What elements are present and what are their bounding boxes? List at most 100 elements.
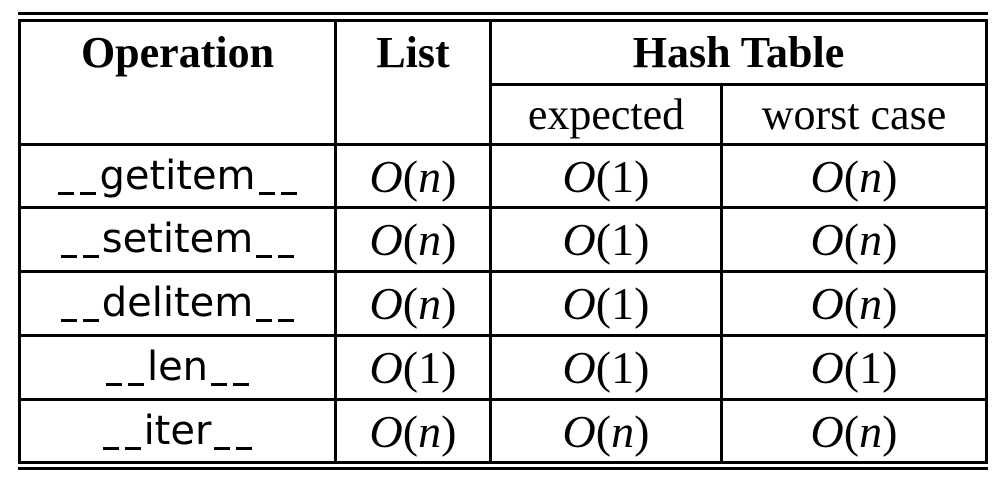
underscore (127, 383, 144, 386)
underscore (60, 255, 77, 258)
close-paren: ) (441, 150, 457, 202)
complexity-argument: 1 (611, 341, 635, 393)
underscore (211, 383, 228, 386)
underscore (258, 192, 275, 195)
underscore (256, 255, 273, 258)
close-paren: ) (634, 150, 650, 202)
expected-complexity-cell: O(1) (492, 337, 720, 397)
expected-complexity-cell: O(1) (492, 273, 720, 333)
header-bottom-rule (18, 143, 988, 146)
trailing-underscores (211, 408, 255, 454)
bottom-rule-inner (18, 461, 988, 464)
complexity-argument: n (859, 405, 883, 457)
underscore (236, 447, 253, 450)
open-paren: ( (595, 150, 612, 202)
operation-name: setitem (101, 216, 254, 262)
big-o-symbol: O (562, 150, 596, 202)
list-complexity-cell: O(n) (337, 401, 489, 461)
complexity-argument: n (418, 277, 442, 329)
expected-complexity-cell: O(1) (492, 146, 720, 206)
header-hash-table: Hash Table (632, 28, 845, 77)
big-o-symbol: O (369, 405, 403, 457)
close-paren: ) (882, 341, 898, 393)
list-complexity-cell: O(1) (337, 337, 489, 397)
underscore (280, 192, 297, 195)
underscore (124, 447, 141, 450)
big-o-symbol: O (562, 341, 596, 393)
list-complexity-cell: O(n) (337, 209, 489, 269)
close-paren: ) (441, 277, 457, 329)
operation-cell: iter (21, 401, 334, 461)
row-rule-3 (18, 334, 988, 337)
leading-underscores (58, 280, 102, 326)
complexity-argument: 1 (611, 213, 635, 265)
open-paren: ( (595, 341, 612, 393)
close-paren: ) (882, 213, 898, 265)
bottom-rule-outer (18, 467, 988, 470)
close-paren: ) (441, 341, 457, 393)
list-complexity-cell: O(n) (337, 273, 489, 333)
big-o-symbol: O (562, 277, 596, 329)
worst-complexity-cell: O(1) (723, 337, 985, 397)
complexity-argument: n (859, 277, 883, 329)
operation-name: iter (143, 408, 212, 454)
big-o-symbol: O (562, 213, 596, 265)
operation-name: len (146, 344, 209, 390)
operation-cell: setitem (21, 209, 334, 269)
underscore (214, 447, 231, 450)
big-o-symbol: O (810, 405, 844, 457)
leading-underscores (55, 153, 99, 199)
complexity-argument: 1 (859, 341, 883, 393)
big-o-symbol: O (810, 277, 844, 329)
open-paren: ( (843, 405, 860, 457)
top-rule-outer (18, 12, 988, 15)
header-list: List (376, 27, 450, 77)
open-paren: ( (402, 405, 419, 457)
open-paren: ( (402, 277, 419, 329)
big-o-symbol: O (369, 277, 403, 329)
operation-cell: delitem (21, 273, 334, 333)
open-paren: ( (843, 341, 860, 393)
complexity-argument: n (418, 213, 442, 265)
open-paren: ( (402, 150, 419, 202)
open-paren: ( (843, 277, 860, 329)
leading-underscores (58, 216, 102, 262)
open-paren: ( (402, 341, 419, 393)
operation-name: getitem (99, 153, 256, 199)
close-paren: ) (441, 213, 457, 265)
underscore (58, 192, 75, 195)
list-complexity-cell: O(n) (337, 146, 489, 206)
complexity-argument: 1 (418, 341, 442, 393)
close-paren: ) (882, 277, 898, 329)
underscore (278, 255, 295, 258)
top-rule-inner (18, 19, 988, 22)
big-o-symbol: O (810, 150, 844, 202)
close-paren: ) (634, 341, 650, 393)
underscore (256, 319, 273, 322)
underscore (80, 192, 97, 195)
worst-complexity-cell: O(n) (723, 273, 985, 333)
operation-cell: len (21, 337, 334, 397)
complexity-argument: n (611, 405, 635, 457)
hash-table-rule (490, 83, 988, 86)
worst-complexity-cell: O(n) (723, 209, 985, 269)
row-rule-2 (18, 270, 988, 273)
close-paren: ) (634, 277, 650, 329)
underscore (233, 383, 250, 386)
open-paren: ( (402, 213, 419, 265)
complexity-argument: 1 (611, 150, 635, 202)
divider-op-list (334, 22, 337, 464)
big-o-symbol: O (810, 213, 844, 265)
underscore (82, 255, 99, 258)
underscore (278, 319, 295, 322)
close-paren: ) (634, 213, 650, 265)
close-paren: ) (882, 405, 898, 457)
open-paren: ( (595, 213, 612, 265)
divider-list-hash (489, 22, 492, 464)
complexity-argument: n (418, 150, 442, 202)
trailing-underscores (253, 280, 297, 326)
expected-complexity-cell: O(1) (492, 209, 720, 269)
complexity-argument: 1 (611, 277, 635, 329)
leading-underscores (103, 344, 147, 390)
complexity-table: Operation List Hash Table expected worst… (18, 12, 988, 472)
